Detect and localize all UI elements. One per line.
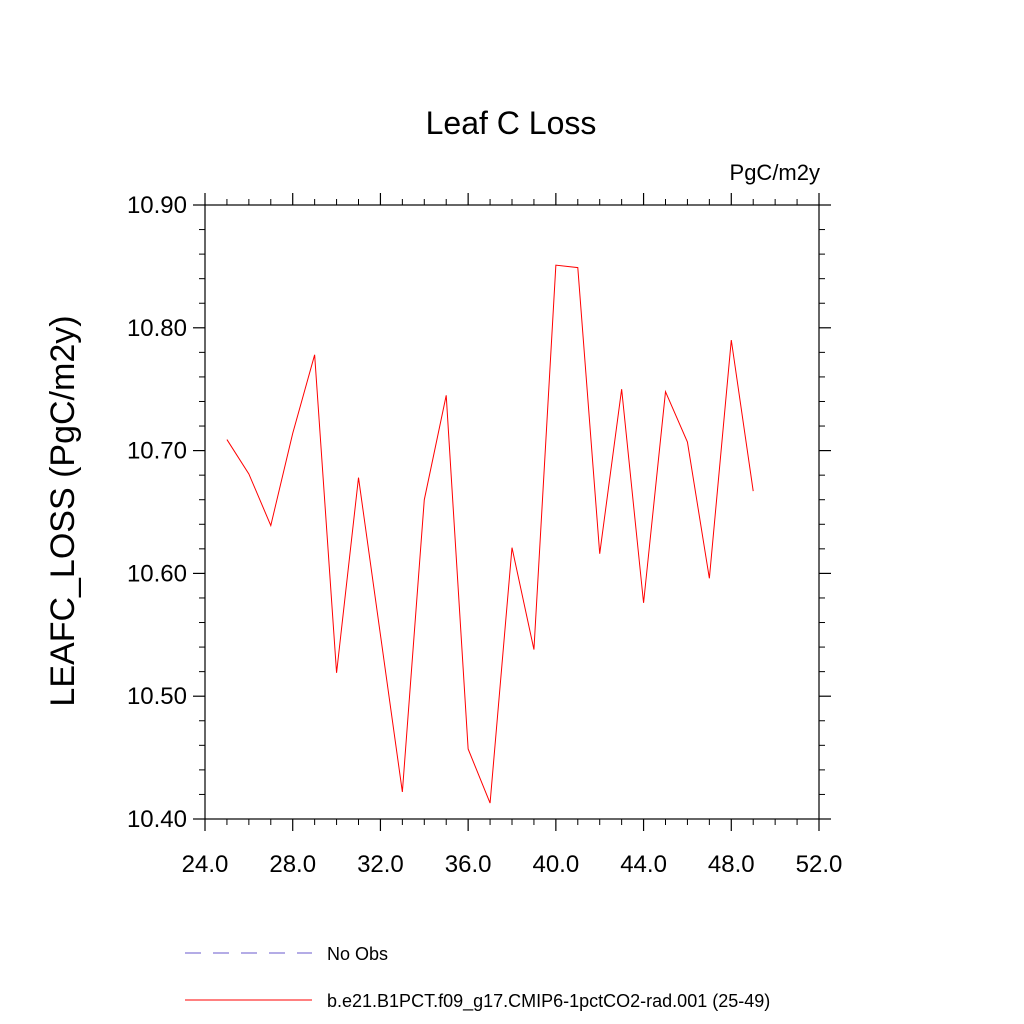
units-label: PgC/m2y xyxy=(730,160,820,185)
x-tick-label: 36.0 xyxy=(445,851,492,878)
x-tick-label: 32.0 xyxy=(357,851,404,878)
y-axis-label: LEAFC_LOSS (PgC/m2y) xyxy=(44,315,82,706)
series-lines xyxy=(226,264,754,804)
axis-ticks xyxy=(193,193,831,831)
y-tick-label: 10.50 xyxy=(127,683,187,710)
x-tick-label: 40.0 xyxy=(532,851,579,878)
series-line-1 xyxy=(226,264,754,804)
x-tick-label: 24.0 xyxy=(182,851,229,878)
legend-label-0: No Obs xyxy=(327,944,388,964)
y-tick-label: 10.40 xyxy=(127,806,187,833)
y-tick-label: 10.90 xyxy=(127,192,187,219)
axis-tick-labels: 24.0 28.0 32.0 36.0 40.0 44.0 48.0 52.0 10.40 10.… xyxy=(127,192,842,878)
x-tick-label: 44.0 xyxy=(620,851,667,878)
y-tick-label: 10.70 xyxy=(127,438,187,465)
plot-frame xyxy=(204,204,820,820)
x-tick-label: 28.0 xyxy=(269,851,316,878)
y-tick-label: 10.60 xyxy=(127,560,187,587)
x-tick-label: 52.0 xyxy=(796,851,843,878)
x-tick-label: 48.0 xyxy=(708,851,755,878)
chart-title: Leaf C Loss xyxy=(426,105,597,141)
legend-label-1: b.e21.B1PCT.f09_g17.CMIP6-1pctCO2-rad.00… xyxy=(327,991,770,1012)
y-tick-label: 10.80 xyxy=(127,315,187,342)
legend: No Obs b.e21.B1PCT.f09_g17.CMIP6-1pctCO2-… xyxy=(185,944,770,1012)
